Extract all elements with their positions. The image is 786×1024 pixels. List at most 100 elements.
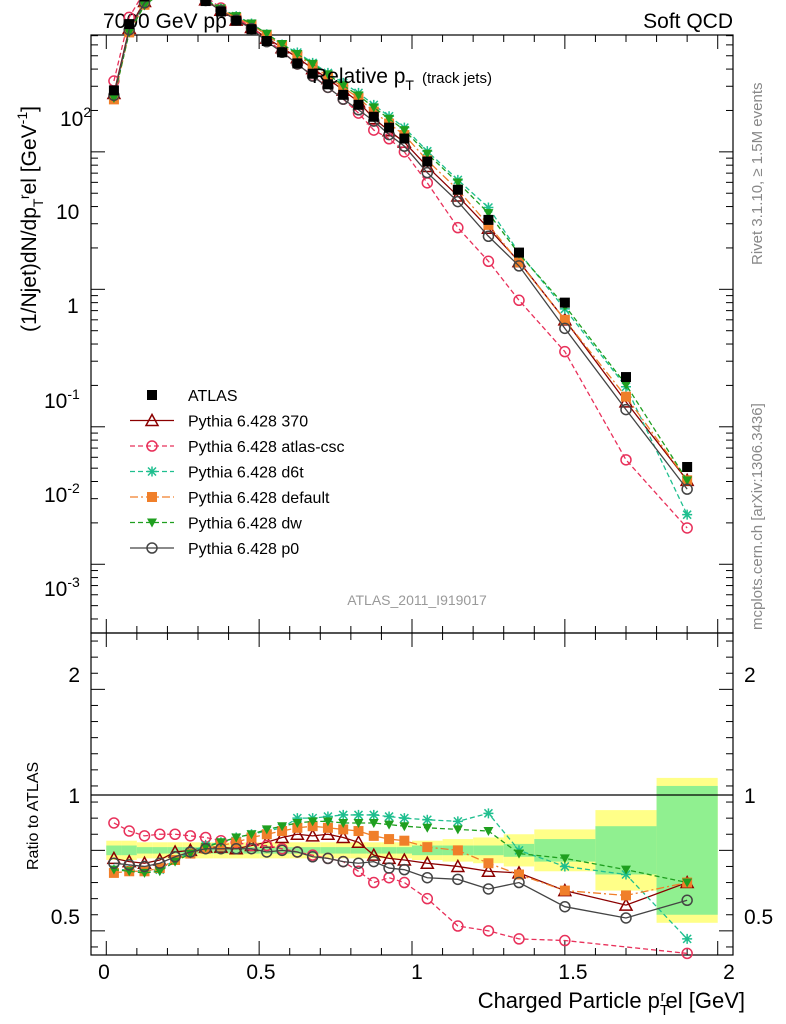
legend: ATLAS Pythia 6.428 370 Pythia 6.428 atlas-…: [130, 388, 345, 558]
series-point-ratio: [307, 817, 318, 827]
series-point-ratio: [246, 830, 257, 840]
series-point-ratio: [320, 826, 336, 840]
band-stat: [473, 845, 504, 856]
series-point-ratio: [274, 829, 290, 844]
series-point-ratio: [169, 851, 181, 863]
data-point-atlas: [261, 36, 272, 47]
series-point-ratio: [338, 818, 349, 828]
header-right: Soft QCD: [643, 10, 733, 33]
data-point-atlas: [483, 214, 494, 225]
y-tick-ratio-2-left: 2: [68, 664, 80, 687]
series-point-ratio: [559, 900, 571, 913]
side-label-rivet: Rivet 3.1.10, ≥ 1.5M events: [749, 83, 766, 266]
series-point-ratio: [618, 897, 634, 911]
series-point-main: [682, 476, 693, 486]
x-tick-0p5: 0.5: [246, 961, 275, 984]
series-point-ratio: [338, 824, 349, 835]
data-point-atlas: [292, 58, 303, 69]
series-point-ratio: [399, 813, 410, 824]
band-stat: [320, 847, 336, 854]
legend-label: Pythia 6.428 d6t: [188, 465, 304, 482]
y-axis-label-main: (1/Njet)dN/dpTrel [GeV-1]: [14, 106, 46, 332]
data-point-atlas: [422, 156, 433, 167]
series-point-ratio: [352, 865, 365, 878]
series-point-main: [621, 391, 631, 402]
legend-marker: [147, 390, 157, 400]
ratio-series-group: [106, 808, 695, 960]
series-point-ratio: [108, 817, 120, 829]
y-axis-label-ratio: Ratio to ATLAS: [25, 762, 42, 870]
series-point-ratio: [123, 825, 135, 837]
band-stat: [136, 847, 153, 854]
y-tick-ratio-0p5-left: 0.5: [51, 906, 80, 929]
series-point-ratio: [383, 862, 395, 874]
series-point-ratio: [138, 860, 151, 873]
data-point-atlas: [200, 0, 211, 7]
series-point-main: [452, 178, 463, 188]
series-point-ratio: [620, 912, 632, 924]
series-point-ratio: [452, 845, 463, 856]
y-tick-ratio-2-right: 2: [744, 664, 756, 687]
legend-label: Pythia 6.428 dw: [188, 516, 302, 533]
band-stat: [228, 847, 244, 854]
series-point-ratio: [368, 855, 380, 868]
series-point-main: [421, 166, 434, 179]
series-point-ratio: [452, 920, 464, 932]
series-point-ratio: [154, 828, 166, 840]
chart-title: Relative pT (track jets): [312, 65, 492, 93]
series-point-main: [483, 202, 494, 213]
series-point-main: [421, 177, 434, 189]
series-point-ratio: [291, 846, 304, 858]
series-point-ratio: [123, 859, 135, 871]
series-point-ratio: [245, 842, 258, 855]
series-point-main: [138, 0, 151, 9]
series-point-ratio: [384, 834, 395, 845]
main-series-group: [106, 0, 695, 534]
series-point-ratio: [322, 811, 333, 822]
series-point-main: [368, 103, 379, 113]
series-point-ratio: [452, 873, 464, 886]
header-left: 7000 GeV pp: [103, 10, 227, 33]
series-point-main: [482, 230, 495, 243]
data-point-atlas: [368, 111, 379, 122]
y-tick-main-0p1: 10-1: [44, 386, 80, 413]
series-point-ratio: [514, 849, 524, 859]
series-point-main: [559, 314, 570, 325]
series-point-main: [513, 294, 525, 307]
series-point-main: [482, 255, 495, 268]
series-point-main: [384, 114, 395, 124]
series-point-main: [353, 91, 364, 101]
y-tick-main-1: 1: [67, 295, 79, 318]
series-point-ratio: [154, 857, 166, 869]
series-point-ratio: [322, 822, 333, 833]
series-point-ratio: [261, 839, 273, 852]
series-point-ratio: [398, 863, 411, 876]
series-point-ratio: [322, 852, 334, 865]
data-point-atlas: [514, 247, 524, 258]
y-tick-ratio-0p5-right: 0.5: [744, 906, 773, 929]
legend-label: Pythia 6.428 370: [188, 414, 308, 431]
series-point-main: [621, 380, 631, 390]
series-point-main: [452, 221, 464, 234]
series-point-main: [483, 209, 494, 219]
data-point-atlas: [246, 24, 257, 35]
y-tick-main-10: 10: [56, 201, 79, 224]
series-point-ratio: [292, 818, 303, 828]
series-point-ratio: [559, 854, 570, 864]
series-point-ratio: [290, 826, 305, 840]
ratio-plot-frame: [90, 632, 734, 956]
series-point-ratio: [337, 855, 349, 868]
legend-marker: [147, 466, 157, 477]
band-stat: [350, 847, 367, 854]
series-point-ratio: [682, 933, 693, 944]
data-point-atlas: [277, 47, 288, 58]
series-point-ratio: [483, 808, 494, 819]
series-point-main: [620, 454, 632, 466]
band-stat: [381, 847, 397, 854]
series-point-ratio: [682, 878, 693, 888]
series-point-ratio: [559, 934, 571, 947]
series-point-main: [513, 260, 525, 272]
series-point-ratio: [184, 846, 197, 858]
series-point-ratio: [559, 885, 570, 896]
series-point-ratio: [514, 869, 524, 880]
